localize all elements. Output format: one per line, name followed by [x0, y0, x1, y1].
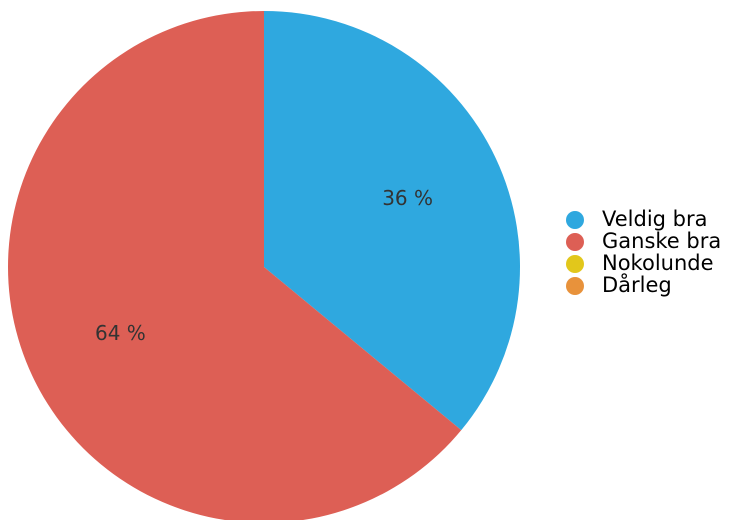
legend-marker	[566, 233, 584, 251]
pie-slice-ganske-bra	[8, 11, 462, 520]
slice-value-label: 36 %	[382, 186, 433, 210]
legend-label: Dårleg	[602, 272, 672, 297]
legend-marker	[566, 211, 584, 229]
legend-label: Ganske bra	[602, 229, 721, 253]
pie-slice-veldig-bra	[264, 11, 520, 431]
legend-label: Nokolunde	[602, 251, 714, 275]
legend-marker	[566, 277, 584, 295]
legend-marker	[566, 255, 584, 273]
legend-label: Veldig bra	[602, 207, 708, 231]
slice-value-label: 64 %	[95, 321, 146, 345]
pie-slice-labels: 36 % 64 %	[95, 186, 433, 345]
pie-slices	[8, 11, 520, 520]
